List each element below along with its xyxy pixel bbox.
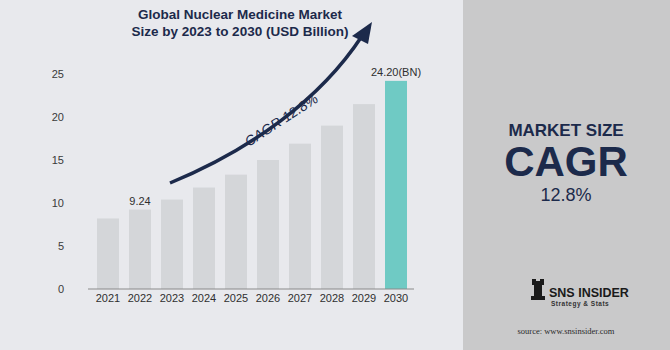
x-tick-label: 2022 [128, 292, 152, 304]
panel-big: CAGR [504, 138, 628, 185]
chart-root: Global Nuclear Medicine Market Size by 20… [0, 0, 670, 350]
x-tick-label: 2026 [256, 292, 280, 304]
bar [129, 210, 151, 289]
y-tick-label: 20 [52, 111, 64, 123]
y-tick-label: 15 [52, 154, 64, 166]
y-tick-label: 0 [58, 283, 64, 295]
data-label: 9.24 [129, 195, 150, 207]
logo-crown [540, 279, 544, 285]
right-panel [463, 0, 670, 350]
x-tick-label: 2028 [320, 292, 344, 304]
title-line: Size by 2023 to 2030 (USD Billion) [132, 24, 349, 39]
logo-crown [536, 281, 540, 285]
chart-title: Global Nuclear Medicine Market Size by 20… [132, 7, 349, 39]
bar [225, 175, 247, 289]
logo-base [531, 296, 545, 300]
y-tick-label: 10 [52, 197, 64, 209]
cagr-arrow [170, 36, 362, 183]
bar [193, 188, 215, 289]
logo-tagline: Strategy & Stats [551, 300, 609, 308]
x-tick-label: 2029 [352, 292, 376, 304]
left-background [0, 0, 463, 350]
x-tick-label: 2024 [192, 292, 216, 304]
bars [97, 81, 407, 289]
data-label: 24.20(BN) [371, 66, 421, 78]
cagr-arrow-head [352, 22, 372, 44]
bar [161, 200, 183, 289]
x-tick-label: 2023 [160, 292, 184, 304]
source: source: www.snsinsider.com [518, 326, 615, 336]
x-tick-label: 2027 [288, 292, 312, 304]
bar [353, 104, 375, 289]
title-line: Global Nuclear Medicine Market [138, 7, 343, 22]
logo-name: SNS INSIDER [549, 286, 629, 300]
logo-body [534, 284, 542, 296]
x-tick-label: 2021 [96, 292, 120, 304]
x-tick-label: 2030 [384, 292, 408, 304]
bar [321, 126, 343, 289]
logo-crown [532, 279, 536, 285]
y-tick-label: 25 [52, 68, 64, 80]
y-tick-label: 5 [58, 240, 64, 252]
panel-value: 12.8% [540, 185, 591, 205]
bar [289, 144, 311, 289]
x-axis-line [88, 289, 414, 290]
x-tick-label: 2025 [224, 292, 248, 304]
logo-icon [531, 279, 545, 300]
annotation: CAGR 12.8% [242, 90, 321, 149]
bar [257, 160, 279, 289]
bar [385, 81, 407, 289]
bar [97, 218, 119, 289]
